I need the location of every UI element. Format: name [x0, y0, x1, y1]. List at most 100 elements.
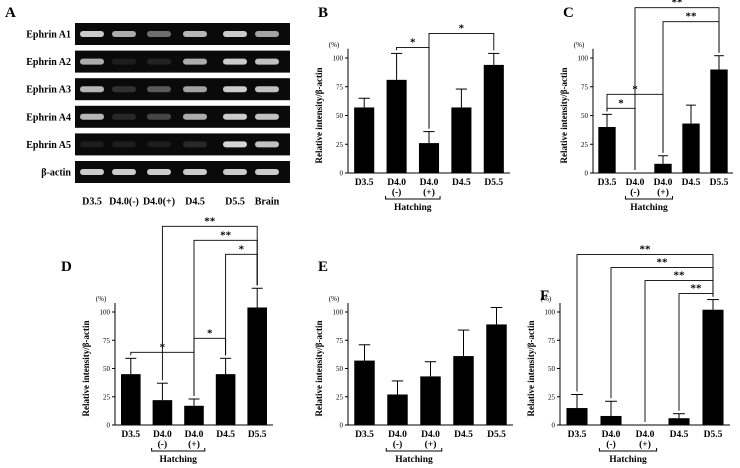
gel-band: [183, 169, 207, 175]
gel-strip: [75, 161, 290, 183]
x-tick-label: D4.0 (-): [602, 430, 621, 450]
y-tick-label: 100: [333, 55, 344, 63]
x-tick-label: D4.0 (+): [654, 178, 673, 198]
gel-band: [183, 113, 207, 120]
gel-lane-label: D3.5: [82, 197, 102, 208]
bar: [121, 374, 141, 425]
significance-label: *: [459, 22, 465, 34]
x-tick-label: D4.0 (-): [388, 430, 407, 450]
y-unit-label: (%): [329, 41, 340, 49]
y-tick-label: 0: [340, 170, 344, 178]
bar: [598, 127, 616, 173]
gel-band: [112, 141, 136, 148]
hatching-label: Hatching: [395, 455, 433, 465]
gel-band: [255, 141, 279, 148]
gel-row-label: Ephrin A5: [26, 140, 71, 151]
y-tick-label: 100: [578, 55, 589, 63]
panel-label-D: D: [61, 259, 72, 275]
gel-band: [147, 86, 171, 93]
x-tick-label: D5.5: [704, 430, 723, 440]
gel-row-label: Ephrin A2: [26, 57, 71, 68]
x-tick-label: D4.0 (+): [636, 430, 655, 450]
hatching-label: Hatching: [609, 455, 647, 465]
bar: [354, 107, 375, 173]
gel-band: [112, 169, 136, 175]
y-unit-label: (%): [574, 41, 585, 49]
x-tick-label: D4.5: [682, 178, 701, 188]
bar-chart-C: C 0 25 50 75 100 (%) Relative intensity/β-actin…: [559, 0, 733, 213]
gel-band: [183, 31, 207, 37]
x-tick-label: D4.5: [452, 178, 471, 188]
bar: [486, 324, 507, 425]
significance-label: *: [410, 36, 416, 48]
significance-bracket: [576, 254, 714, 392]
bar-chart-B: B 0 25 50 75 100 (%) Relative intensity/β-actin…: [314, 5, 510, 213]
gel-lane-label: D5.5: [225, 197, 245, 208]
gel-lane-label: D4.5: [185, 197, 205, 208]
bar: [702, 309, 724, 425]
y-unit-label: (%): [541, 295, 552, 303]
gel-row-label: Ephrin A4: [26, 112, 71, 123]
x-tick-label: D5.5: [487, 430, 506, 440]
x-tick-label: D4.0 (-): [626, 178, 645, 198]
y-tick-label: 100: [545, 309, 556, 317]
gel-row-label: Ephrin A3: [26, 85, 71, 96]
y-tick-label: 25: [103, 393, 111, 401]
panel-label-B: B: [318, 5, 328, 21]
gel-band: [80, 31, 104, 37]
bar: [184, 405, 204, 425]
hatching-label: Hatching: [630, 203, 668, 213]
significance-label: *: [618, 97, 624, 109]
x-tick-label: D3.5: [355, 430, 374, 440]
bar: [710, 69, 728, 173]
y-tick-label: 75: [336, 337, 344, 345]
bar: [215, 374, 236, 425]
gel-band: [255, 86, 279, 93]
gel-strip: [75, 50, 290, 73]
bar: [247, 307, 267, 425]
y-tick-label: 50: [336, 112, 344, 120]
y-tick-label: 0: [340, 422, 344, 430]
x-tick-label: D3.5: [355, 178, 374, 188]
gel-band: [223, 58, 247, 65]
x-tick-label: D3.5: [121, 430, 140, 440]
y-tick-label: 25: [548, 393, 556, 401]
y-unit-label: (%): [96, 295, 107, 303]
y-unit-label: (%): [329, 295, 340, 303]
gel-band: [223, 141, 247, 148]
hatching-label: Hatching: [159, 455, 197, 465]
gel-band: [147, 31, 171, 37]
significance-label: **: [686, 11, 698, 23]
gel-row-label: Ephrin A1: [26, 30, 71, 41]
x-tick-label: D4.5: [454, 430, 473, 440]
panel-label-A: A: [5, 5, 16, 21]
gel-band: [255, 169, 279, 175]
bar: [682, 123, 700, 173]
gel-band: [223, 31, 247, 37]
gel-strip: [75, 23, 290, 45]
gel-band: [183, 141, 207, 148]
significance-bracket: [634, 7, 720, 170]
significance-label: **: [220, 229, 232, 241]
gel-band: [80, 86, 104, 93]
bar: [420, 376, 441, 425]
y-axis-title: Relative intensity/β-actin: [81, 321, 91, 417]
x-tick-label: D5.5: [710, 178, 729, 188]
y-tick-label: 50: [581, 112, 589, 120]
gel-band: [255, 31, 279, 37]
gel-band: [223, 169, 247, 175]
y-tick-label: 50: [336, 365, 344, 373]
x-tick-label: D4.0 (-): [153, 430, 172, 450]
gel-band: [255, 58, 279, 65]
x-tick-label: D3.5: [568, 430, 587, 440]
y-tick-label: 75: [103, 337, 111, 345]
bar: [654, 163, 672, 173]
hatching-bracket: [151, 448, 206, 452]
gel-band: [255, 113, 279, 120]
hatching-bracket: [598, 448, 658, 452]
western-blot-panel: A Ephrin A1 Ephrin A2 Ephrin A3 Ephrin A4 Eph…: [5, 5, 290, 208]
y-tick-label: 75: [336, 83, 344, 91]
gel-band: [112, 86, 136, 93]
bar: [387, 394, 408, 425]
bar: [386, 79, 407, 173]
